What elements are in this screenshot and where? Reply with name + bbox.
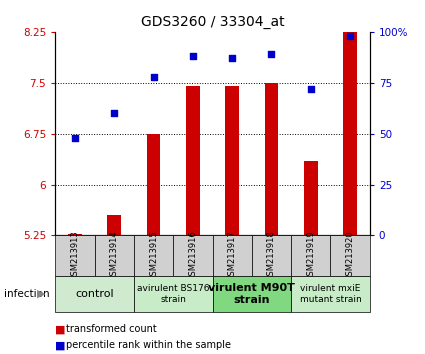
Bar — [212, 276, 291, 312]
Text: transformed count: transformed count — [66, 324, 157, 334]
Text: GSM213915: GSM213915 — [149, 230, 158, 281]
Bar — [134, 276, 212, 312]
Text: ■: ■ — [55, 340, 66, 350]
Bar — [55, 235, 94, 276]
Text: virulent M90T
strain: virulent M90T strain — [208, 283, 295, 305]
Bar — [331, 235, 370, 276]
Bar — [291, 235, 331, 276]
Bar — [108, 215, 121, 235]
Text: virulent mxiE
mutant strain: virulent mxiE mutant strain — [300, 284, 361, 303]
Text: infection: infection — [4, 289, 50, 299]
Point — [111, 110, 118, 116]
Point — [71, 135, 78, 141]
Bar — [252, 235, 291, 276]
Text: GSM213917: GSM213917 — [228, 230, 237, 281]
Point — [229, 56, 235, 61]
Bar — [94, 235, 134, 276]
Text: ▶: ▶ — [37, 289, 46, 299]
Bar — [173, 235, 212, 276]
Title: GDS3260 / 33304_at: GDS3260 / 33304_at — [141, 16, 284, 29]
Text: GSM213913: GSM213913 — [71, 230, 79, 281]
Text: control: control — [75, 289, 114, 299]
Text: GSM213914: GSM213914 — [110, 230, 119, 281]
Bar — [55, 276, 134, 312]
Bar — [186, 86, 200, 235]
Bar — [134, 235, 173, 276]
Text: avirulent BS176
strain: avirulent BS176 strain — [137, 284, 210, 303]
Bar — [304, 161, 317, 235]
Text: GSM213918: GSM213918 — [267, 230, 276, 281]
Point — [268, 51, 275, 57]
Text: ■: ■ — [55, 324, 66, 334]
Text: GSM213916: GSM213916 — [188, 230, 197, 281]
Bar — [147, 133, 160, 235]
Text: GSM213920: GSM213920 — [346, 230, 354, 281]
Point — [150, 74, 157, 79]
Text: GSM213919: GSM213919 — [306, 230, 315, 281]
Point — [307, 86, 314, 92]
Bar — [265, 83, 278, 235]
Bar — [68, 234, 82, 235]
Bar — [343, 22, 357, 235]
Point — [347, 33, 354, 39]
Bar — [291, 276, 370, 312]
Text: percentile rank within the sample: percentile rank within the sample — [66, 340, 231, 350]
Bar — [225, 86, 239, 235]
Bar — [212, 235, 252, 276]
Point — [190, 53, 196, 59]
